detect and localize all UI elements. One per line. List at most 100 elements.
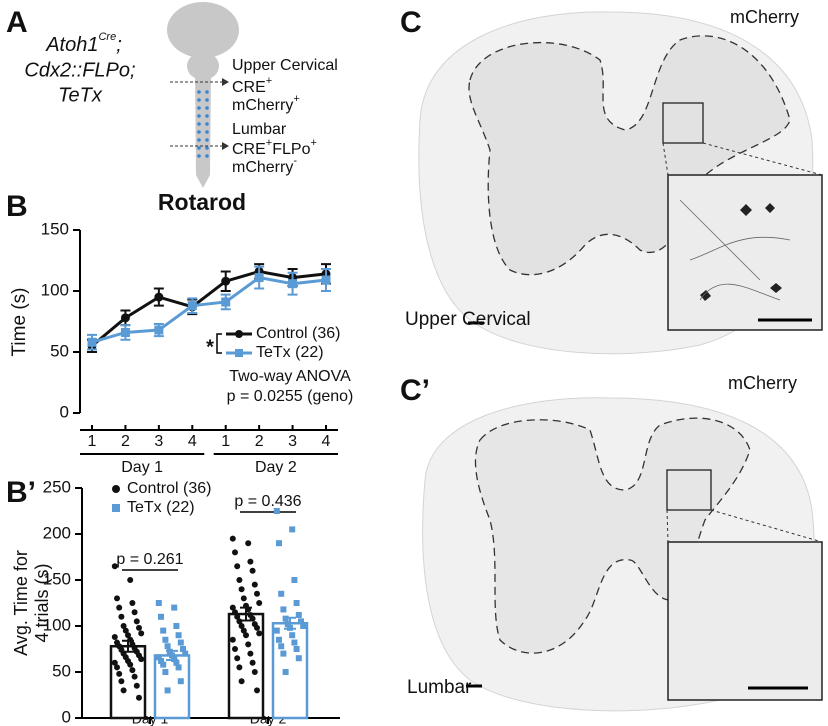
marker bbox=[280, 650, 287, 657]
mouse-schematic bbox=[167, 2, 239, 188]
marker bbox=[118, 678, 125, 685]
x-tick-label: 2 bbox=[121, 433, 130, 450]
image-label: mCherry bbox=[730, 7, 799, 27]
y-axis-label: Time (s) bbox=[9, 288, 30, 357]
x-tick-label: 1 bbox=[221, 433, 230, 450]
panel-label: A bbox=[6, 6, 28, 39]
region-label: Upper Cervical bbox=[232, 57, 338, 74]
marker bbox=[129, 600, 136, 606]
marker bbox=[295, 611, 302, 618]
marker bbox=[136, 694, 142, 701]
marker bbox=[247, 558, 254, 565]
x-tick-label: 1 bbox=[88, 433, 97, 450]
significance-bracket bbox=[216, 333, 222, 354]
comparison-label: p = 0.436 bbox=[234, 493, 301, 510]
marker bbox=[120, 687, 127, 694]
legend-label: Control (36) bbox=[127, 480, 211, 497]
marker bbox=[171, 604, 178, 611]
marker bbox=[234, 563, 241, 570]
panel-label: B bbox=[6, 190, 28, 223]
y-axis-label: Avg. Time for bbox=[11, 550, 31, 656]
panel-label: C bbox=[400, 6, 422, 39]
marker bbox=[131, 609, 138, 616]
marker bbox=[114, 664, 120, 671]
marker bbox=[120, 313, 130, 323]
marker bbox=[251, 669, 258, 675]
x-tick-label: 4 bbox=[322, 433, 331, 450]
error-bar bbox=[240, 606, 252, 622]
marker bbox=[298, 618, 304, 625]
genotype-line: Cdx2::FLPo; bbox=[24, 59, 135, 81]
marker bbox=[240, 595, 247, 602]
marker bbox=[180, 646, 186, 652]
marker bbox=[280, 606, 287, 613]
image-label: mCherry bbox=[728, 373, 797, 393]
marker bbox=[278, 643, 285, 650]
marker bbox=[300, 623, 307, 629]
marker bbox=[235, 330, 243, 338]
marker bbox=[164, 687, 171, 694]
marker bbox=[187, 301, 197, 311]
y-tick-label: 100 bbox=[41, 280, 69, 299]
marker bbox=[238, 623, 245, 629]
marker bbox=[125, 632, 131, 639]
genotype-line: TeTx bbox=[58, 84, 103, 106]
marker bbox=[295, 655, 302, 662]
marker bbox=[256, 600, 263, 606]
panel-label: C’ bbox=[400, 374, 430, 407]
legend-label: Control (36) bbox=[256, 325, 340, 342]
marker bbox=[245, 641, 252, 648]
marker bbox=[282, 669, 289, 675]
y-tick-label: 0 bbox=[62, 707, 71, 726]
group-label: Day 1 bbox=[121, 459, 163, 476]
text: CRE bbox=[232, 141, 266, 158]
marker bbox=[182, 650, 189, 657]
marker bbox=[276, 540, 282, 547]
text: Atoh1 bbox=[45, 34, 98, 56]
marker-label: CRE+ bbox=[232, 75, 272, 96]
marker bbox=[87, 337, 97, 347]
marker bbox=[288, 279, 298, 289]
region-label: Lumbar bbox=[407, 677, 472, 698]
annotation: Two-way ANOVA bbox=[229, 368, 351, 385]
marker bbox=[111, 634, 118, 641]
marker bbox=[129, 667, 136, 674]
y-axis-label: 4 trials (s) bbox=[32, 563, 52, 642]
legend-marker bbox=[112, 504, 120, 512]
marker bbox=[177, 639, 184, 646]
marker bbox=[273, 508, 280, 514]
y-tick-label: 50 bbox=[52, 661, 71, 680]
significance: * bbox=[206, 336, 214, 358]
y-tick-label: 200 bbox=[43, 523, 71, 542]
marker bbox=[238, 586, 245, 593]
marker bbox=[254, 624, 260, 631]
marker bbox=[234, 655, 241, 662]
marker bbox=[164, 643, 171, 650]
marker bbox=[162, 669, 169, 675]
marker bbox=[173, 623, 180, 629]
marker bbox=[133, 682, 140, 689]
marker bbox=[249, 659, 256, 666]
marker bbox=[284, 621, 291, 628]
marker bbox=[235, 349, 243, 357]
marker bbox=[254, 590, 260, 597]
marker bbox=[254, 273, 264, 283]
series-line bbox=[91, 269, 327, 348]
marker bbox=[127, 661, 134, 668]
text: CRE bbox=[232, 79, 266, 96]
marker bbox=[276, 636, 282, 643]
marker bbox=[232, 646, 238, 652]
region-label: Upper Cervical bbox=[405, 309, 531, 330]
error-bar bbox=[122, 639, 134, 653]
y-tick-label: 0 bbox=[60, 402, 69, 421]
marker bbox=[278, 590, 285, 597]
bar bbox=[153, 654, 191, 720]
text: FLPo bbox=[272, 141, 310, 158]
marker bbox=[251, 581, 258, 588]
marker bbox=[245, 540, 252, 547]
marker bbox=[289, 632, 296, 639]
panel-label: B’ bbox=[6, 476, 36, 509]
marker bbox=[111, 659, 118, 666]
marker bbox=[229, 535, 236, 542]
